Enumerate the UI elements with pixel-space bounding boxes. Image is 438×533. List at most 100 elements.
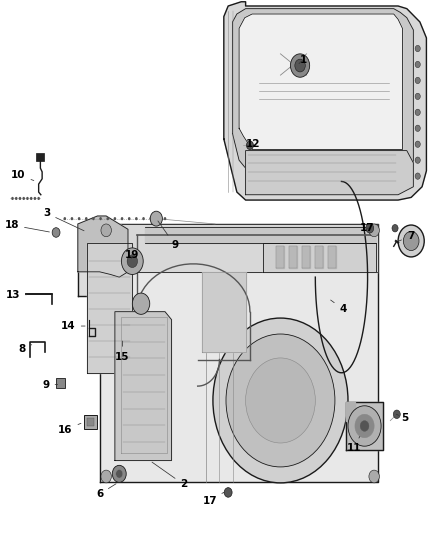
Circle shape <box>415 141 420 148</box>
Text: 1: 1 <box>299 55 307 64</box>
Polygon shape <box>276 246 284 268</box>
Text: 18: 18 <box>4 220 49 232</box>
Polygon shape <box>78 216 128 277</box>
Bar <box>56 378 65 387</box>
Circle shape <box>132 293 150 314</box>
Text: 15: 15 <box>115 341 129 362</box>
Circle shape <box>149 217 152 220</box>
Polygon shape <box>263 243 376 272</box>
Circle shape <box>113 217 116 220</box>
Text: 14: 14 <box>61 321 85 331</box>
Text: 2: 2 <box>152 462 187 489</box>
Circle shape <box>290 54 310 77</box>
Polygon shape <box>224 2 427 200</box>
Circle shape <box>37 197 40 200</box>
Circle shape <box>15 197 18 200</box>
Circle shape <box>348 406 381 446</box>
Circle shape <box>415 93 420 100</box>
Circle shape <box>26 197 29 200</box>
Circle shape <box>142 217 145 220</box>
Text: 12: 12 <box>246 139 260 149</box>
Circle shape <box>415 109 420 116</box>
Polygon shape <box>100 224 378 272</box>
Text: 9: 9 <box>42 379 58 390</box>
Polygon shape <box>328 246 336 268</box>
Polygon shape <box>315 246 323 268</box>
Circle shape <box>19 197 21 200</box>
Polygon shape <box>115 312 172 461</box>
Bar <box>87 418 94 426</box>
Text: 5: 5 <box>396 413 409 423</box>
Polygon shape <box>100 224 378 482</box>
Circle shape <box>213 318 348 483</box>
Circle shape <box>392 224 398 232</box>
Text: 6: 6 <box>96 484 116 499</box>
Circle shape <box>403 231 419 251</box>
Circle shape <box>127 255 138 268</box>
Text: 17: 17 <box>360 223 374 233</box>
Circle shape <box>34 197 36 200</box>
Circle shape <box>135 217 138 220</box>
Circle shape <box>415 157 420 164</box>
Circle shape <box>369 224 379 237</box>
Circle shape <box>415 45 420 52</box>
Polygon shape <box>346 402 383 450</box>
Text: 10: 10 <box>11 170 34 181</box>
Circle shape <box>101 224 111 237</box>
Bar <box>36 153 44 161</box>
Polygon shape <box>346 402 354 421</box>
Circle shape <box>369 470 379 483</box>
Circle shape <box>398 225 424 257</box>
Circle shape <box>360 421 369 431</box>
Circle shape <box>415 125 420 132</box>
Circle shape <box>99 217 102 220</box>
Text: 3: 3 <box>43 208 84 231</box>
Circle shape <box>415 77 420 84</box>
Text: 4: 4 <box>331 300 346 314</box>
Polygon shape <box>239 14 403 150</box>
Circle shape <box>226 334 335 467</box>
Bar <box>85 415 97 429</box>
Text: 13: 13 <box>5 290 27 300</box>
Circle shape <box>150 211 162 226</box>
Circle shape <box>92 217 95 220</box>
Text: 19: 19 <box>124 250 139 260</box>
Circle shape <box>52 228 60 237</box>
Circle shape <box>78 217 81 220</box>
Polygon shape <box>246 151 413 195</box>
Circle shape <box>121 248 143 274</box>
Circle shape <box>30 197 32 200</box>
Circle shape <box>415 173 420 179</box>
Circle shape <box>101 470 111 483</box>
Polygon shape <box>78 224 100 296</box>
Circle shape <box>11 197 14 200</box>
Text: 9: 9 <box>158 221 179 250</box>
Text: 8: 8 <box>18 344 32 354</box>
Polygon shape <box>202 272 246 352</box>
Circle shape <box>224 488 232 497</box>
Polygon shape <box>233 9 413 171</box>
Circle shape <box>64 217 66 220</box>
Circle shape <box>106 217 109 220</box>
Polygon shape <box>302 246 310 268</box>
Circle shape <box>393 410 400 418</box>
Text: 7: 7 <box>399 231 414 241</box>
Circle shape <box>164 217 166 220</box>
Circle shape <box>85 217 88 220</box>
Circle shape <box>366 223 374 233</box>
Text: 16: 16 <box>58 423 81 435</box>
Polygon shape <box>145 227 376 243</box>
Circle shape <box>295 59 305 72</box>
Circle shape <box>355 414 374 438</box>
Circle shape <box>116 470 123 478</box>
Circle shape <box>247 141 254 150</box>
Circle shape <box>415 61 420 68</box>
Circle shape <box>112 465 126 482</box>
Circle shape <box>128 217 131 220</box>
Circle shape <box>246 358 315 443</box>
Polygon shape <box>289 246 297 268</box>
Text: 11: 11 <box>346 437 361 453</box>
Circle shape <box>121 217 124 220</box>
Circle shape <box>71 217 73 220</box>
Circle shape <box>22 197 25 200</box>
